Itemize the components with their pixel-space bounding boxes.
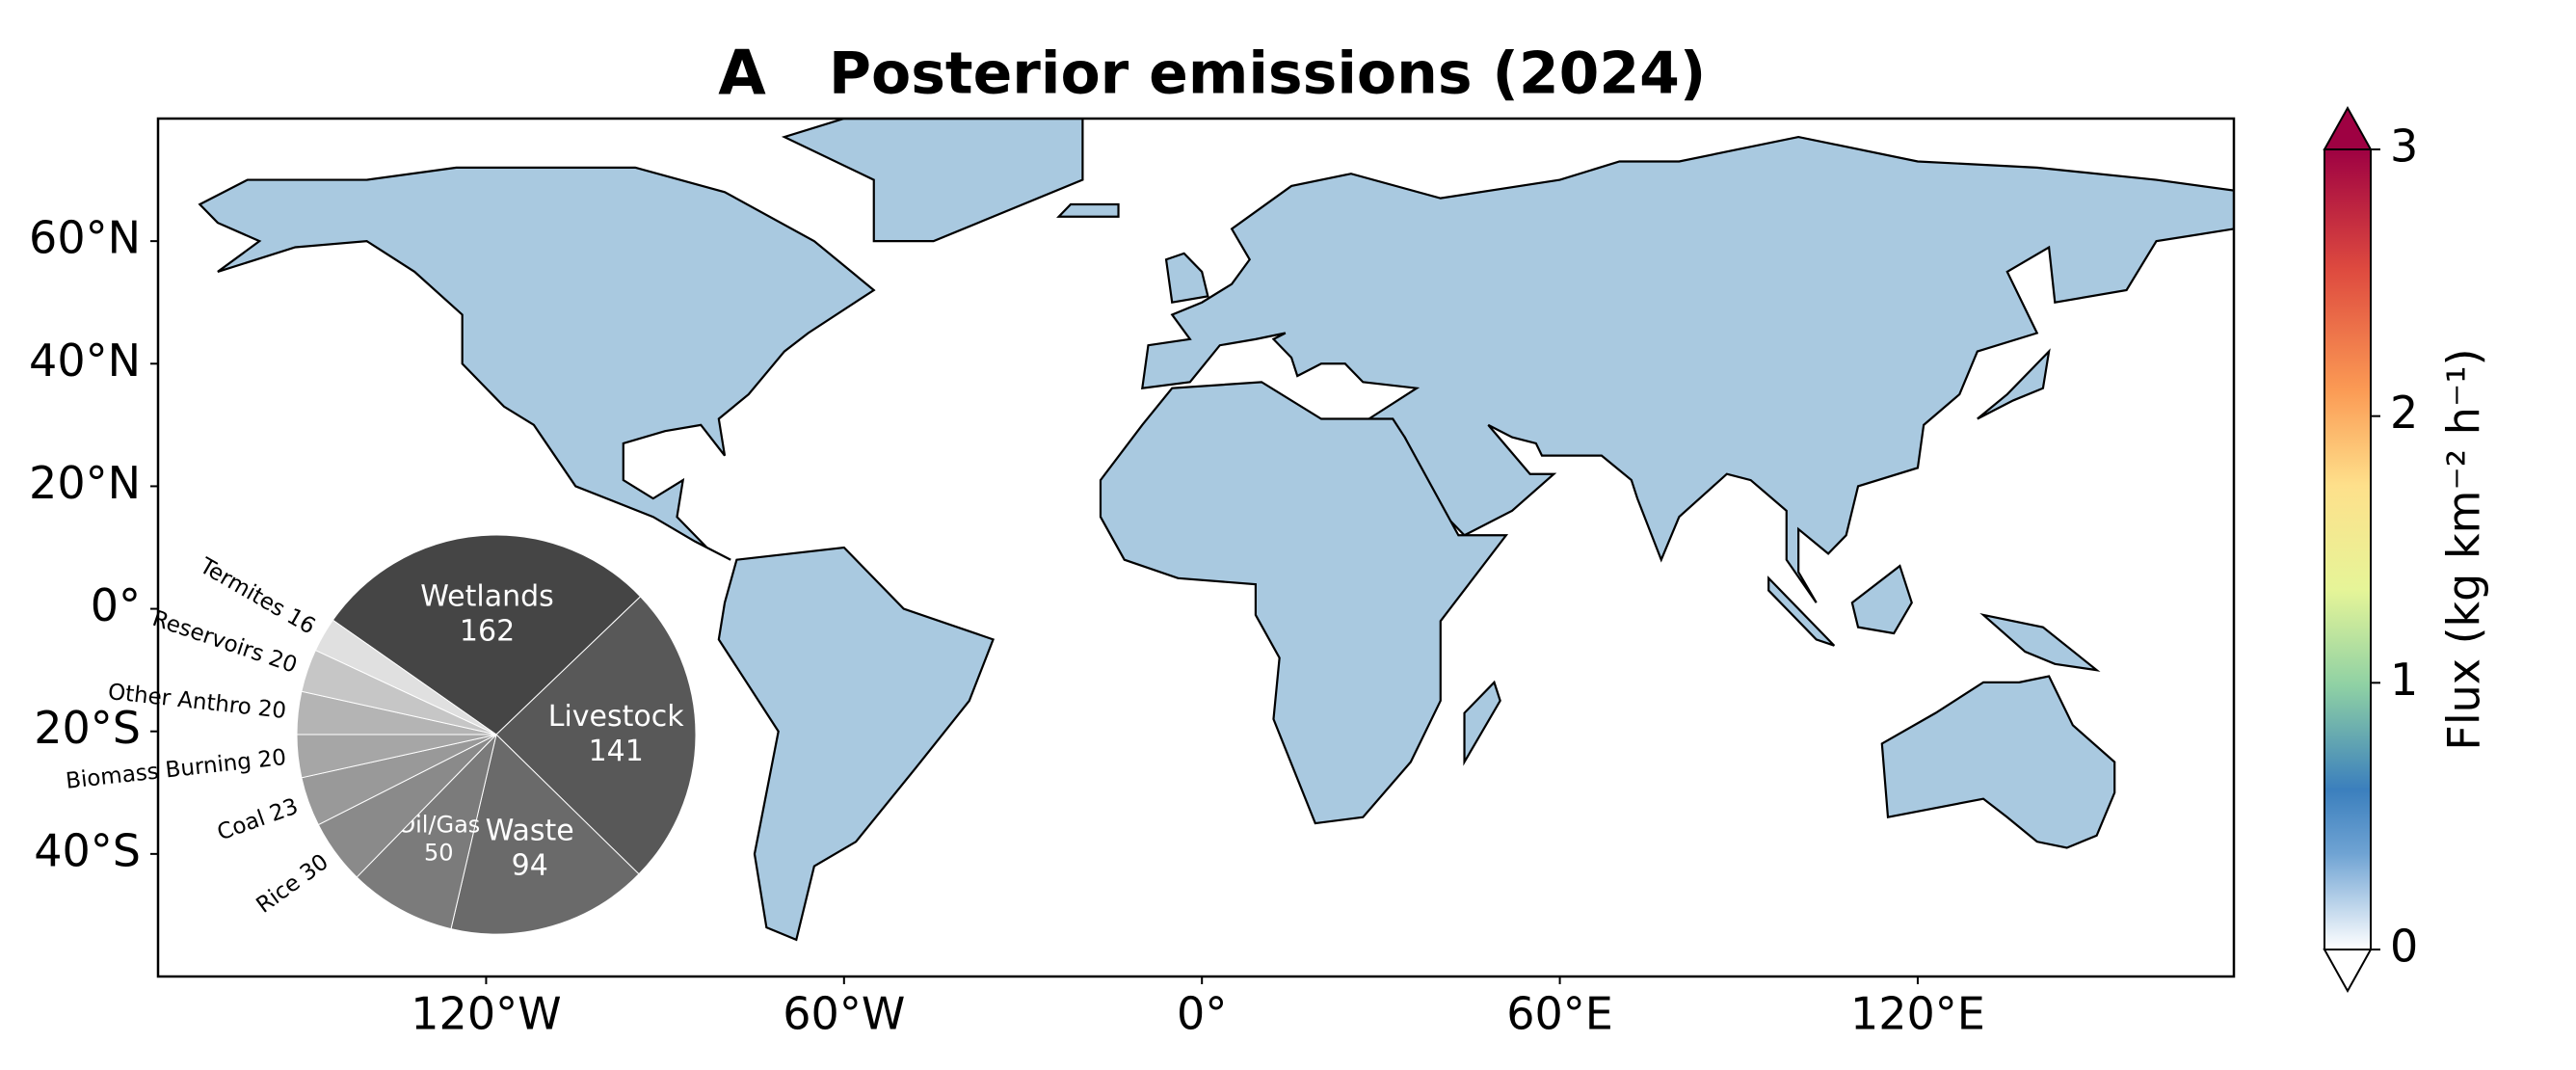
pie-label-name: Rice <box>252 869 305 918</box>
y-tick-label: 40°S <box>34 824 141 876</box>
colorbar-tick-label: 2 <box>2390 387 2418 439</box>
land <box>1142 137 2234 602</box>
land <box>1882 677 2114 848</box>
land <box>1465 682 1500 762</box>
pie-value: 141 <box>589 735 644 768</box>
pie-value: 50 <box>424 839 454 866</box>
land <box>784 119 1082 241</box>
y-tick-label: 60°N <box>29 212 141 264</box>
land <box>1101 382 1506 823</box>
pie-label: Livestock <box>548 700 685 734</box>
pie-slice <box>356 733 497 930</box>
chart-title: Posterior emissions (2024) <box>829 40 1706 108</box>
land <box>1978 352 2049 419</box>
pie-label: Wetlands <box>420 580 554 614</box>
land <box>199 168 873 560</box>
landmasses <box>199 119 2234 940</box>
pie-slice <box>332 534 642 736</box>
pie-label-value: 20 <box>256 744 287 772</box>
map-area <box>199 119 2234 940</box>
pie-label-name: Coal <box>214 805 268 845</box>
map-frame <box>156 117 2236 978</box>
pie-value: 162 <box>460 615 515 649</box>
x-tick-label: 60°E <box>1506 988 1613 1040</box>
pie-chart: Wetlands162Livestock141Waste94Oil/Gas50R… <box>65 534 697 935</box>
y-tick-label: 20°S <box>34 702 141 754</box>
colorbar-tick-label: 0 <box>2390 921 2418 973</box>
pie-slice <box>495 596 697 875</box>
pie-label-value: 20 <box>265 645 300 678</box>
pie-label-name: Termites <box>195 552 289 622</box>
pie-label-value: 20 <box>256 696 287 724</box>
pie-label: Waste <box>486 815 574 848</box>
pie-label: Rice30 <box>252 849 332 918</box>
land <box>1166 254 1208 303</box>
pie-label-value: 30 <box>295 849 332 886</box>
y-tick-label: 20°N <box>29 457 141 509</box>
pie-slice <box>450 734 640 935</box>
pie-label: Coal23 <box>214 793 302 845</box>
land <box>1852 566 1912 633</box>
land <box>719 548 994 940</box>
colorbar-frame <box>2324 148 2372 950</box>
pie-label-value: 16 <box>282 603 319 639</box>
x-tick-label: 120°W <box>411 988 561 1040</box>
colorbar-tick-label: 1 <box>2390 654 2418 706</box>
colorbar-extend-max <box>2323 105 2373 150</box>
panel-label: A <box>718 39 766 110</box>
pie-value: 94 <box>512 849 548 883</box>
x-tick-label: 60°W <box>783 988 905 1040</box>
colorbar-tick-label: 3 <box>2390 120 2418 173</box>
y-tick-label: 0° <box>91 579 141 631</box>
land <box>1983 615 2097 670</box>
colorbar-extend-min <box>2323 949 2373 994</box>
pie-label-name: Reservoirs <box>149 605 267 666</box>
land <box>1768 578 1834 646</box>
pie-label-value: 23 <box>266 793 301 826</box>
pie-slice <box>314 619 497 736</box>
x-tick-label: 0° <box>1177 988 1227 1040</box>
colorbar-label: Flux (kg km⁻² h⁻¹) <box>2438 348 2490 750</box>
x-tick-label: 120°E <box>1850 988 1985 1040</box>
colorbar <box>2324 149 2371 950</box>
y-tick-label: 40°N <box>29 334 141 387</box>
land <box>1059 204 1119 217</box>
